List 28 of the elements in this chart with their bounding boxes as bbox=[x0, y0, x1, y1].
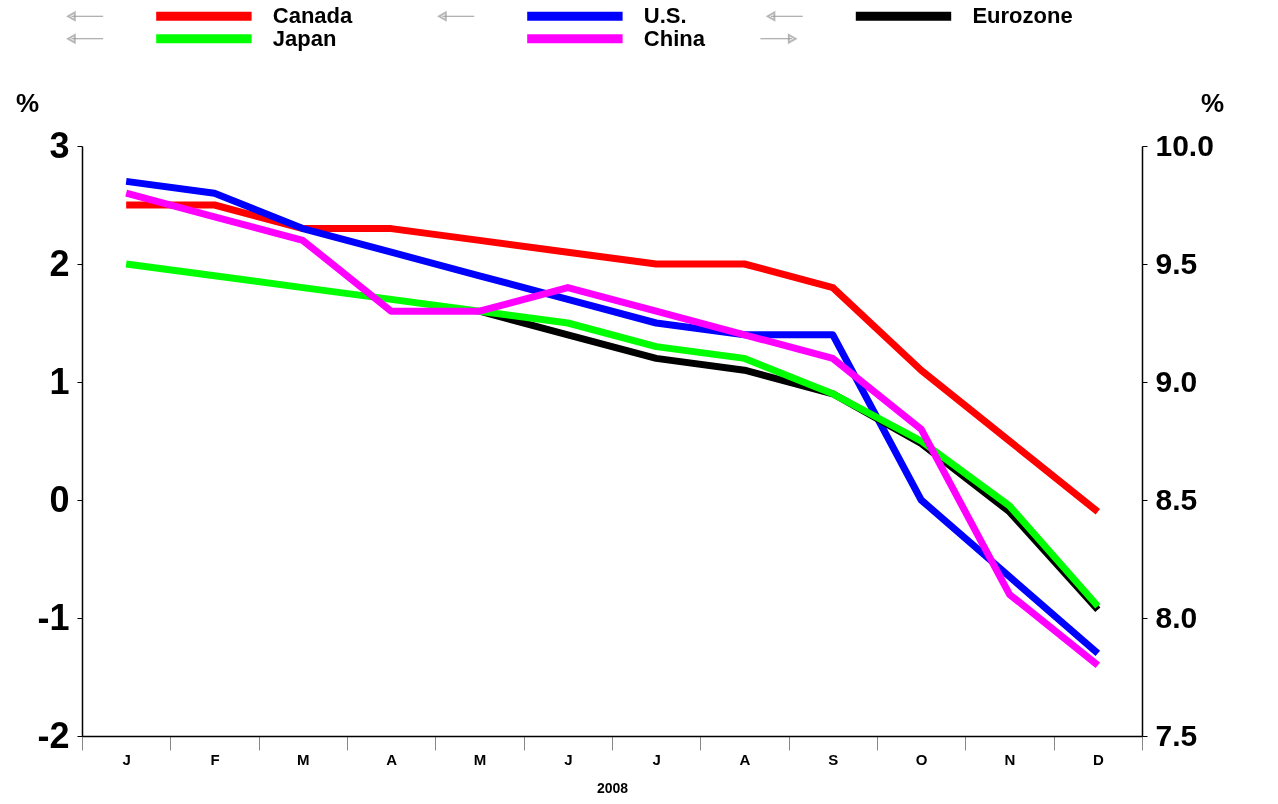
x-tick-label: J bbox=[652, 750, 661, 768]
y2-tick-label: 9.5 bbox=[1155, 246, 1198, 280]
x-axis-title: 2008 bbox=[596, 779, 629, 796]
y-tick-label: 2 bbox=[49, 242, 70, 284]
x-tick-label: N bbox=[1004, 750, 1016, 768]
y-axis-title: % bbox=[15, 87, 40, 118]
x-tick-label: M bbox=[297, 750, 310, 768]
x-tick-label: J bbox=[122, 750, 131, 768]
y2-tick-label: 9.0 bbox=[1155, 364, 1198, 398]
x-tick-label: A bbox=[386, 750, 398, 768]
x-tick-label: M bbox=[473, 750, 487, 768]
y-tick-label: -2 bbox=[37, 714, 70, 756]
x-tick-label: F bbox=[210, 750, 220, 768]
y2-tick-label: 10.0 bbox=[1155, 128, 1214, 162]
x-tick-label: O bbox=[915, 750, 928, 768]
y-tick-label: 1 bbox=[49, 360, 70, 402]
legend-label: Eurozone bbox=[972, 3, 1073, 29]
x-tick-label: S bbox=[828, 750, 839, 768]
x-tick-label: D bbox=[1092, 750, 1104, 768]
y2-axis-title: % bbox=[1200, 87, 1225, 118]
x-tick-label: A bbox=[739, 750, 751, 768]
x-tick-label: J bbox=[564, 750, 573, 768]
y-tick-label: 3 bbox=[49, 124, 70, 166]
y-tick-label: -1 bbox=[37, 596, 70, 638]
y2-tick-label: 8.0 bbox=[1155, 600, 1198, 634]
y2-tick-label: 7.5 bbox=[1155, 718, 1198, 752]
y2-tick-label: 8.5 bbox=[1155, 482, 1198, 516]
y-tick-label: 0 bbox=[49, 478, 70, 520]
